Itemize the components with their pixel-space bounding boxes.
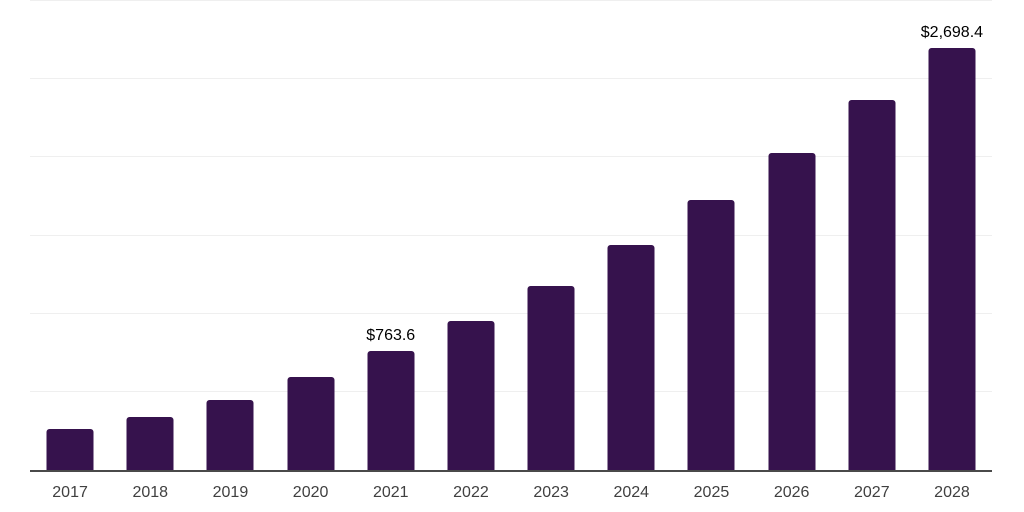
gridline-2000 (30, 156, 992, 158)
bar-slot-2019 (190, 1, 270, 470)
x-tick-2021: 2021 (372, 484, 409, 501)
gridline-1500 (30, 234, 992, 236)
bar-2019 (206, 399, 254, 470)
x-tick-2027: 2027 (854, 484, 890, 501)
bar-2022 (447, 320, 495, 470)
bar-2020 (287, 376, 335, 470)
bar-slot-2017 (30, 1, 110, 470)
bar-slot-2028: $2,698.4 (912, 1, 992, 470)
bar-2018 (126, 416, 174, 470)
x-tick-2028: 2028 (934, 484, 970, 501)
plot-area: $763.6 $2,698.4 (30, 0, 992, 472)
bar-slot-2023 (511, 1, 591, 470)
bar-2027 (848, 100, 896, 470)
bar-slot-2022 (431, 1, 511, 470)
bar-slot-2026 (752, 1, 832, 470)
bar-2026 (768, 153, 816, 470)
bar-2021 (367, 350, 415, 470)
x-axis-labels: 2017 2018 2019 2020 2021 2022 2023 2024 2025 2026… (30, 483, 992, 503)
gridline-500 (30, 390, 992, 392)
x-tick-2022: 2022 (453, 484, 489, 501)
gridline-3000 (30, 0, 992, 1)
bar-slot-2021: $763.6 (351, 1, 431, 470)
x-tick-2025: 2025 (693, 484, 730, 501)
bar-slot-2018 (110, 1, 190, 470)
bar-2024 (607, 244, 655, 470)
bar-slot-2020 (271, 1, 351, 470)
x-tick-2017: 2017 (52, 484, 88, 501)
bar-2017 (46, 429, 94, 470)
x-tick-2020: 2020 (292, 484, 329, 501)
bar-slot-2027 (832, 1, 912, 470)
x-tick-2024: 2024 (613, 484, 650, 501)
gridline-1000 (30, 312, 992, 314)
x-tick-2026: 2026 (773, 484, 810, 501)
x-tick-2018: 2018 (132, 484, 169, 501)
x-axis-line (30, 470, 992, 472)
bar-slot-2025 (671, 1, 751, 470)
bar-slot-2024 (591, 1, 671, 470)
x-tick-2023: 2023 (533, 484, 569, 501)
data-label-2028: $2,698.4 (920, 24, 984, 42)
bar-2025 (687, 200, 735, 470)
bar-2023 (527, 285, 575, 470)
x-tick-2019: 2019 (212, 484, 249, 501)
gridline-2500 (30, 78, 992, 80)
bar-2028 (928, 48, 976, 470)
data-label-2021: $763.6 (366, 326, 416, 344)
